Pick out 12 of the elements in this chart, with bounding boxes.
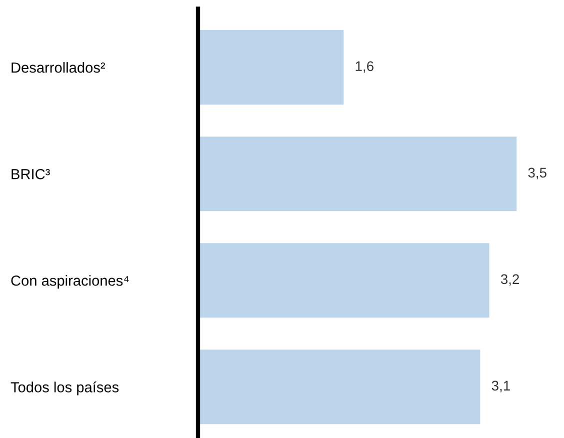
- bar: [198, 30, 344, 105]
- y-tick-label: Todos los países: [10, 382, 119, 396]
- data-label: 3,2: [500, 274, 519, 286]
- bar: [198, 350, 480, 424]
- data-label: 3,5: [528, 168, 546, 180]
- bar: [198, 136, 517, 212]
- y-tick-label: Desarrollados²: [12, 62, 106, 73]
- y-tick-label: BRIC³: [12, 168, 50, 180]
- data-label: 1,6: [356, 61, 374, 73]
- bar: [198, 243, 490, 318]
- y-tick-label: Con aspiraciones⁴: [11, 275, 129, 289]
- data-label: 3,1: [492, 380, 510, 392]
